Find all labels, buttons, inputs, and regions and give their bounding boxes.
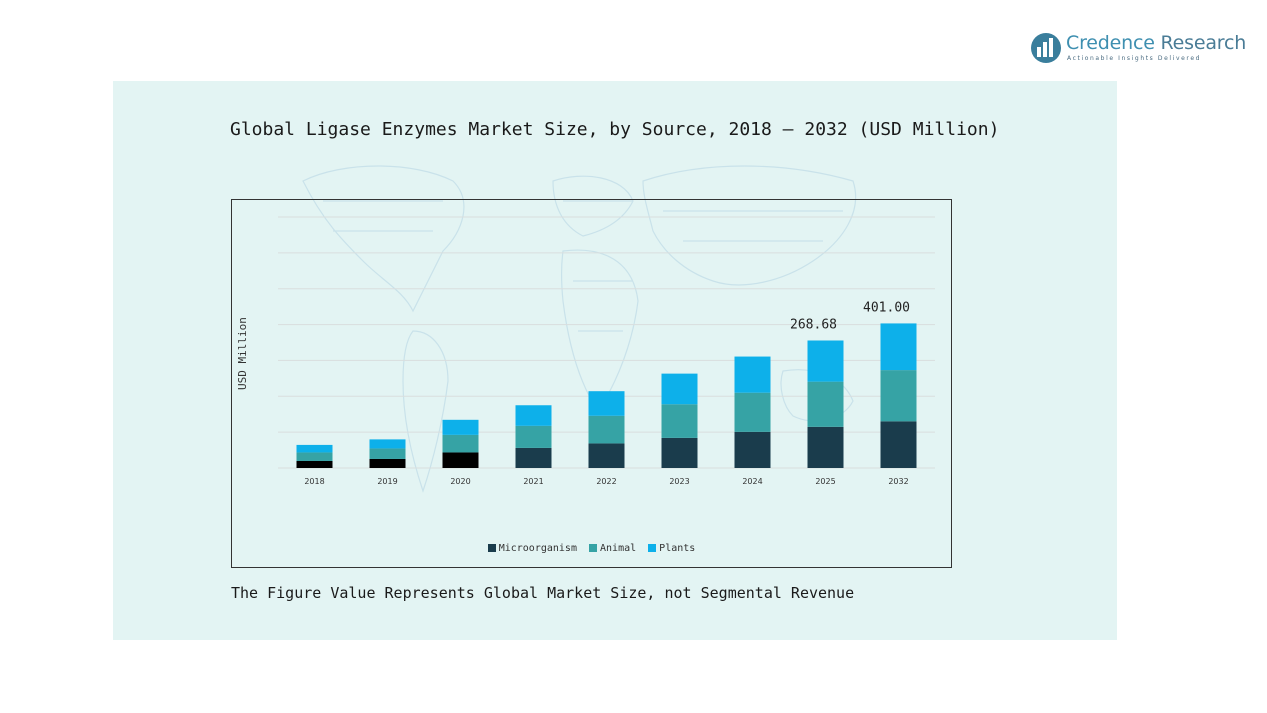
chart-legend: Microorganism Animal Plants bbox=[232, 543, 951, 554]
chart-panel: Global Ligase Enzymes Market Size, by So… bbox=[113, 81, 1117, 640]
bar-animal-2021 bbox=[515, 425, 552, 448]
legend-item-animal: Animal bbox=[589, 543, 636, 554]
bar-microorganism-2021 bbox=[515, 447, 552, 468]
brand-tagline: Actionable Insights Delivered bbox=[1067, 55, 1202, 62]
brand-name: Credence Research bbox=[1066, 32, 1247, 54]
bar-animal-2020 bbox=[442, 434, 479, 453]
data-label: 268.68 bbox=[790, 317, 837, 332]
chart-title: Global Ligase Enzymes Market Size, by So… bbox=[230, 119, 1000, 140]
chart-footnote: The Figure Value Represents Global Marke… bbox=[231, 584, 855, 602]
bar-microorganism-2018 bbox=[296, 460, 333, 468]
bar-microorganism-2024 bbox=[734, 431, 771, 468]
bar-animal-2019 bbox=[369, 448, 406, 459]
legend-swatch bbox=[487, 544, 496, 552]
bar-plants-2021 bbox=[515, 405, 552, 426]
bar-plants-2032 bbox=[880, 323, 917, 371]
legend-item-plants: Plants bbox=[648, 543, 695, 554]
bar-plants-2023 bbox=[661, 373, 698, 405]
bar-animal-2032 bbox=[880, 370, 917, 422]
logo-chart-icon bbox=[1031, 33, 1061, 63]
bar-plants-2020 bbox=[442, 419, 479, 435]
bar-microorganism-2020 bbox=[442, 452, 479, 468]
bar-plants-2025 bbox=[807, 340, 844, 382]
bar-plants-2022 bbox=[588, 391, 625, 416]
stacked-bar-chart: 2018 2019 2020 2021 2022 2023 2024 2025 2032 268.… bbox=[278, 216, 935, 486]
x-tick-label: 2023 bbox=[669, 477, 689, 486]
x-tick-label: 2025 bbox=[815, 477, 835, 486]
bar-microorganism-2025 bbox=[807, 426, 844, 468]
x-tick-label: 2019 bbox=[377, 477, 397, 486]
bar-microorganism-2022 bbox=[588, 443, 625, 468]
x-tick-label: 2022 bbox=[596, 477, 616, 486]
x-tick-label: 2024 bbox=[742, 477, 762, 486]
legend-item-microorganism: Microorganism bbox=[487, 543, 577, 554]
bar-plants-2018 bbox=[296, 444, 333, 453]
bar-animal-2018 bbox=[296, 452, 333, 461]
bar-animal-2022 bbox=[588, 415, 625, 444]
bar-plants-2019 bbox=[369, 439, 406, 449]
y-axis-label: USD Million bbox=[236, 317, 249, 390]
bar-microorganism-2019 bbox=[369, 458, 406, 468]
bar-animal-2023 bbox=[661, 404, 698, 438]
bar-animal-2024 bbox=[734, 392, 771, 432]
legend-swatch bbox=[589, 544, 598, 552]
x-tick-label: 2032 bbox=[888, 477, 908, 486]
legend-swatch bbox=[648, 544, 657, 552]
data-label: 401.00 bbox=[863, 300, 910, 315]
bar-microorganism-2023 bbox=[661, 437, 698, 468]
chart-frame: 2018 2019 2020 2021 2022 2023 2024 2025 2032 268.… bbox=[231, 199, 952, 568]
x-tick-label: 2018 bbox=[304, 477, 324, 486]
bar-animal-2025 bbox=[807, 381, 844, 427]
brand-logo: Credence Research Actionable Insights De… bbox=[1030, 30, 1247, 70]
x-tick-label: 2020 bbox=[450, 477, 470, 486]
legend-label: Microorganism bbox=[498, 543, 577, 554]
x-tick-label: 2021 bbox=[523, 477, 543, 486]
bar-plants-2024 bbox=[734, 356, 771, 393]
legend-label: Animal bbox=[600, 543, 637, 554]
legend-label: Plants bbox=[659, 543, 696, 554]
bar-microorganism-2032 bbox=[880, 421, 917, 468]
